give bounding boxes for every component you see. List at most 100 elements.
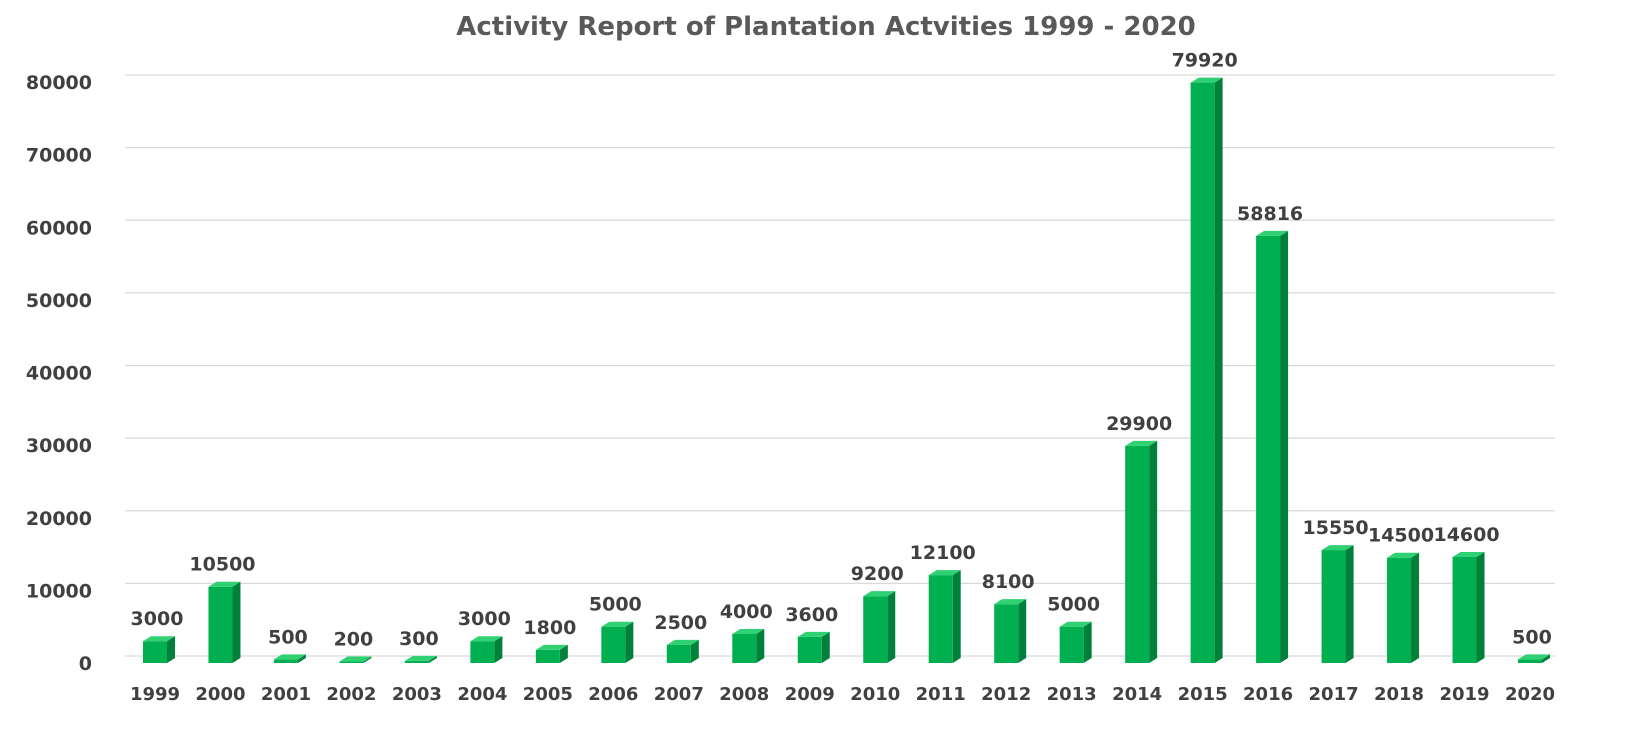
x-tick-label: 2002 [326,684,376,705]
bar-side [1411,552,1420,663]
data-labels: 3000 10500 500 200 300 3000 1800 5000 2500 4000 36… [131,50,1552,651]
data-label: 3000 [458,608,511,630]
bar [994,599,1027,663]
data-label: 500 [1512,626,1552,648]
bar-top [1518,654,1550,660]
y-tick-label: 60000 [26,217,92,239]
x-tick-label: 2005 [523,684,573,705]
bar-top [601,621,634,627]
y-axis-ticks: 0 10000 20000 30000 40000 50000 60000 70000 8000… [26,72,92,675]
bars [143,77,1550,664]
bar-top [1452,551,1485,557]
bar-side [297,654,306,663]
x-tick-label: 2012 [981,684,1031,705]
data-label: 12100 [910,542,976,564]
bar-side [494,636,503,663]
bar-front [1321,550,1346,663]
bar-side [1018,599,1027,663]
bar-side [1083,621,1092,663]
bar-side [232,581,241,663]
x-tick-label: 2020 [1505,684,1555,705]
bar-top [928,570,961,576]
bar-front [1190,82,1215,664]
bar-side [821,631,830,663]
x-tick-label: 2013 [1047,684,1097,705]
bar-front [339,661,364,663]
x-tick-label: 2010 [850,684,900,705]
x-tick-label: 2014 [1112,684,1162,705]
bar-side [1476,551,1485,663]
bar-front [208,586,233,663]
data-label: 500 [268,626,308,648]
bar-top [666,639,699,645]
bar-front [1125,445,1150,663]
bar-top [1190,77,1223,83]
data-label: 58816 [1237,203,1303,225]
bar-top [1387,552,1420,558]
bar-top [470,636,503,642]
bar-top [535,644,568,650]
bar-front [1452,556,1477,663]
bar-front [1059,626,1084,663]
data-label: 3600 [785,604,838,626]
x-tick-label: 2003 [392,684,442,705]
data-label: 10500 [189,554,255,576]
bar-side [690,639,699,663]
bar-side [363,656,372,663]
x-tick-label: 2001 [261,684,311,705]
data-label: 14600 [1433,524,1499,546]
bar [928,570,961,663]
bar-top [1125,440,1158,446]
bar [1321,545,1354,663]
data-label: 15550 [1303,517,1369,539]
bar-front [732,633,757,663]
x-tick-label: 2018 [1374,684,1424,705]
y-tick-label: 40000 [26,363,92,385]
bar [273,654,306,663]
bar-front [143,641,167,663]
x-tick-label: 2006 [588,684,638,705]
bar [1059,621,1092,663]
data-label: 200 [334,629,374,651]
bar [601,621,634,663]
bar-side [1345,545,1354,663]
bar-side [428,655,437,663]
y-tick-label: 50000 [26,290,92,312]
bar-side [1280,230,1289,663]
bar-top [797,631,830,637]
x-tick-label: 2004 [457,684,507,705]
bar-side [756,628,765,663]
bar [339,656,372,663]
bar-side [1149,440,1158,663]
y-tick-label: 80000 [26,72,92,94]
data-label: 9200 [851,563,904,585]
bar-front [666,644,691,663]
bar-front [470,641,495,663]
data-label: 14500 [1368,525,1434,547]
bar-side [887,591,896,663]
bar-top [994,599,1027,605]
data-label: 79920 [1172,50,1238,72]
bar [1518,654,1550,663]
bar-side [1542,654,1550,663]
bar [1125,440,1158,663]
y-tick-label: 30000 [26,435,92,457]
x-tick-label: 2000 [195,684,245,705]
data-label: 5000 [589,594,642,616]
chart-title: Activity Report of Plantation Actvities … [456,12,1196,42]
bar-top [143,636,175,642]
bar-top [1059,621,1092,627]
data-label: 3000 [131,608,184,630]
bar-top [732,628,765,634]
bar-side [559,644,568,663]
bar-side [952,570,961,663]
x-tick-label: 2008 [719,684,769,705]
bar-front [1518,659,1542,663]
bar [1190,77,1223,664]
bar [143,636,175,663]
data-label: 5000 [1047,594,1100,616]
x-tick-label: 2011 [916,684,966,705]
bar-front [863,596,888,663]
